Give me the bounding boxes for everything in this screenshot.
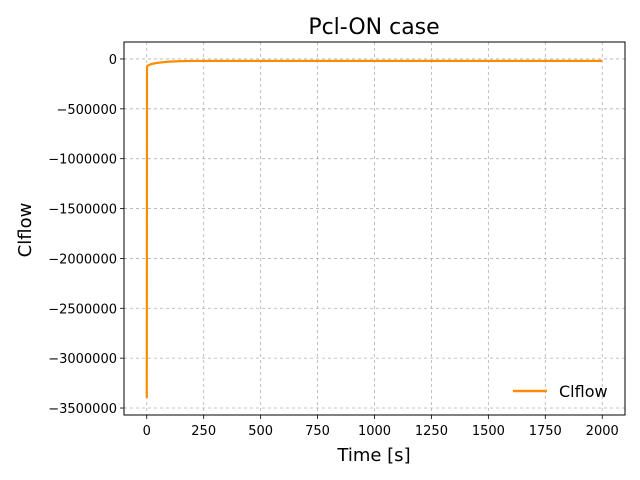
x-tick-label: 1750	[529, 424, 562, 439]
y-axis-ticks: 0 −500000 −1000000 −1500000 −2000000 −2500000…	[48, 53, 124, 417]
y-tick-label: −3000000	[48, 352, 117, 367]
legend: Clflow	[513, 382, 608, 401]
x-tick-label: 500	[248, 424, 273, 439]
chart-title: Pcl-ON case	[308, 15, 439, 40]
x-tick-label: 1250	[415, 424, 448, 439]
y-tick-label: −1000000	[48, 153, 117, 168]
y-tick-label: −1500000	[48, 203, 117, 218]
y-axis-label: Clflow	[15, 203, 36, 258]
x-tick-label: 2000	[586, 424, 619, 439]
series-layer	[145, 59, 603, 399]
y-tick-label: −2500000	[48, 302, 117, 317]
x-tick-label: 1500	[472, 424, 505, 439]
y-tick-label: −500000	[56, 103, 117, 118]
y-tick-label: −2000000	[48, 252, 117, 267]
x-tick-label: 250	[191, 424, 216, 439]
x-tick-label: 0	[143, 424, 151, 439]
x-axis-ticks: 0 250 500 750 1000 1250 1500 1750 2000	[143, 415, 619, 439]
y-tick-label: 0	[109, 53, 117, 68]
series-line-clflow	[145, 59, 603, 399]
x-axis-label: Time [s]	[336, 445, 410, 466]
x-tick-label: 750	[305, 424, 330, 439]
x-tick-label: 1000	[358, 424, 391, 439]
y-tick-label: −3500000	[48, 402, 117, 417]
legend-label-clflow: Clflow	[559, 382, 608, 401]
